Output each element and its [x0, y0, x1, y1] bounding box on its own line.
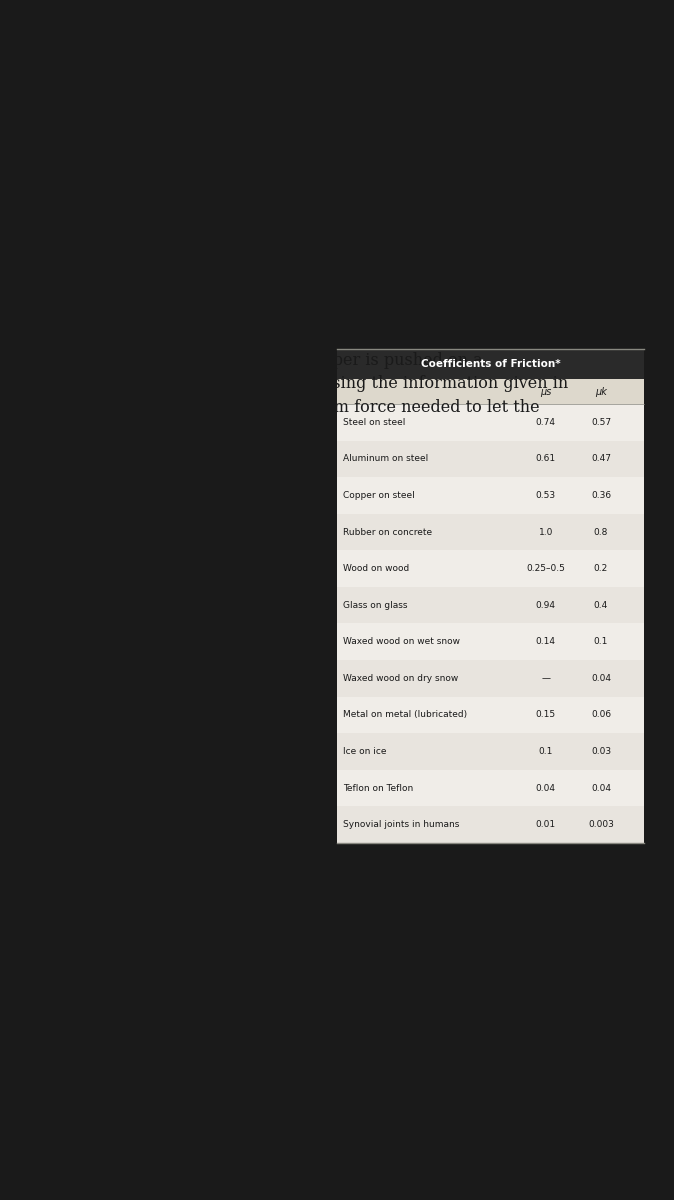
Bar	[337, 660, 644, 696]
Text: μk: μk	[595, 386, 607, 397]
Text: Ice on ice: Ice on ice	[343, 746, 387, 756]
Text: Waxed wood on wet snow: Waxed wood on wet snow	[343, 637, 460, 647]
Text: 0.06: 0.06	[591, 710, 611, 719]
Bar	[337, 733, 644, 769]
Bar	[337, 404, 644, 440]
Text: μs: μs	[540, 386, 551, 397]
Text: Synovial joints in humans: Synovial joints in humans	[343, 820, 460, 829]
Text: A box weighing 100 N made of Copper is pushed on a
horizontal surface made of st: A box weighing 100 N made of Copper is p…	[46, 352, 568, 439]
Text: Teflon on Teflon: Teflon on Teflon	[343, 784, 413, 792]
Text: Steel on steel: Steel on steel	[343, 418, 406, 427]
Text: f) 36 N: f) 36 N	[201, 679, 264, 697]
Text: —: —	[541, 674, 550, 683]
Text: 0.47: 0.47	[591, 455, 611, 463]
Text: d) 61 N: d) 61 N	[201, 607, 270, 625]
Text: Metal on metal (lubricated): Metal on metal (lubricated)	[343, 710, 467, 719]
Text: g) 45 N: g) 45 N	[39, 751, 108, 769]
Text: a) 57 N: a) 57 N	[39, 535, 107, 553]
Bar	[337, 624, 644, 660]
Bar	[337, 551, 644, 587]
Text: 0.36: 0.36	[591, 491, 611, 500]
Bar	[337, 587, 644, 624]
Text: 0.04: 0.04	[591, 784, 611, 792]
Text: 0.04: 0.04	[591, 674, 611, 683]
Bar	[337, 379, 644, 404]
Bar	[337, 806, 644, 842]
Text: 0.1: 0.1	[594, 637, 608, 647]
Text: 0.8: 0.8	[594, 528, 608, 536]
Text: 0.15: 0.15	[536, 710, 556, 719]
Text: 0.25–0.5: 0.25–0.5	[526, 564, 565, 574]
Text: 0.53: 0.53	[536, 491, 556, 500]
Bar	[337, 349, 644, 379]
Text: 0.74: 0.74	[536, 418, 556, 427]
Text: Copper on steel: Copper on steel	[343, 491, 415, 500]
Text: Aluminum on steel: Aluminum on steel	[343, 455, 429, 463]
Text: 0.1: 0.1	[539, 746, 553, 756]
Text: 0.003: 0.003	[588, 820, 614, 829]
Text: 0.57: 0.57	[591, 418, 611, 427]
Text: 0.4: 0.4	[594, 601, 608, 610]
Text: Wood on wood: Wood on wood	[343, 564, 409, 574]
Text: 0.04: 0.04	[536, 784, 556, 792]
Bar	[337, 478, 644, 514]
Text: 0.03: 0.03	[591, 746, 611, 756]
Text: 0.01: 0.01	[536, 820, 556, 829]
Text: 0.94: 0.94	[536, 601, 556, 610]
Bar	[337, 769, 644, 806]
Text: Glass on glass: Glass on glass	[343, 601, 408, 610]
Text: b) 47 N: b) 47 N	[201, 535, 269, 553]
Bar	[337, 514, 644, 551]
Bar	[337, 440, 644, 478]
Text: e) 53 N: e) 53 N	[39, 679, 107, 697]
Bar	[337, 696, 644, 733]
Text: Rubber on concrete: Rubber on concrete	[343, 528, 432, 536]
Text: c) 74 N: c) 74 N	[39, 607, 106, 625]
Text: Waxed wood on dry snow: Waxed wood on dry snow	[343, 674, 458, 683]
Text: 0.2: 0.2	[594, 564, 608, 574]
Text: Coefficients of Friction*: Coefficients of Friction*	[421, 359, 560, 370]
Text: 1.0: 1.0	[539, 528, 553, 536]
Text: 0.61: 0.61	[536, 455, 556, 463]
Text: 0.14: 0.14	[536, 637, 556, 647]
